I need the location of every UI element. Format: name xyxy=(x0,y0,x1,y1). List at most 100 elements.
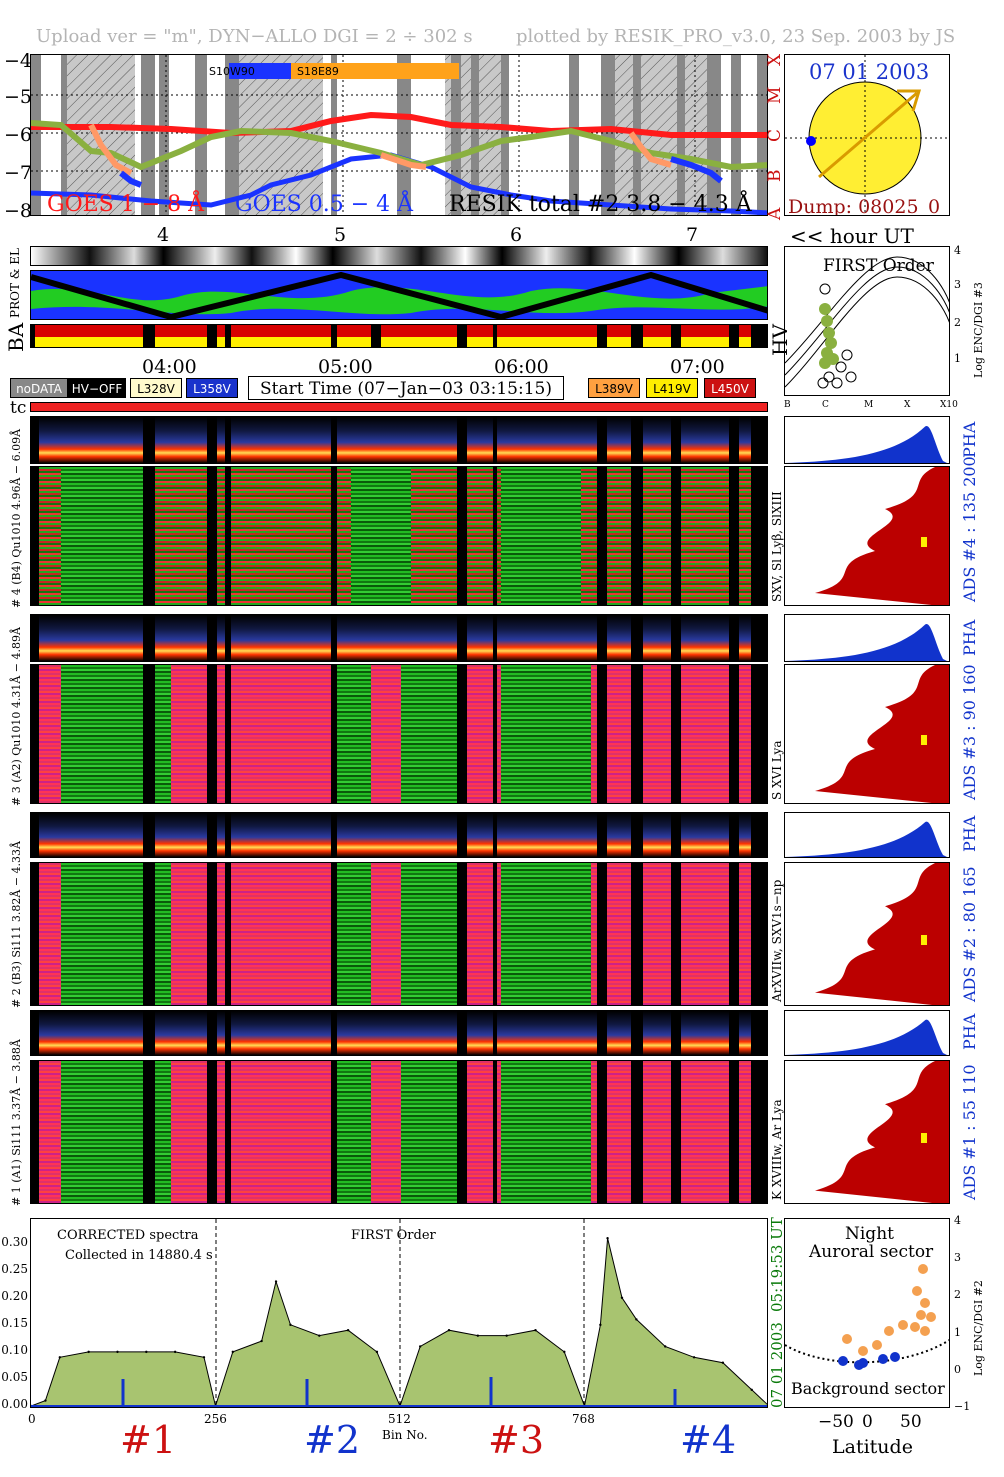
sun-plot: 07 01 2003 Dump: 08025_0 xyxy=(785,55,949,216)
spectrum-point xyxy=(346,1329,350,1332)
legend-l389v: L389V xyxy=(588,378,640,398)
pha-histogram xyxy=(784,1010,950,1056)
prot-plot xyxy=(31,271,767,319)
hour-tick-4: 4 xyxy=(157,224,170,246)
legend-l450v: L450V xyxy=(704,378,756,398)
spectrum-point xyxy=(750,1388,753,1391)
hour-tick-7: 7 xyxy=(686,224,699,246)
spectrum-point xyxy=(476,1334,480,1337)
lat-title-1: Night xyxy=(845,1224,894,1244)
legend-l358v: L358V xyxy=(186,378,238,398)
lat-ytick: 1 xyxy=(954,1325,961,1339)
spectrum-point xyxy=(635,1318,638,1321)
pha-strip xyxy=(30,416,768,464)
prot-panel xyxy=(30,270,768,320)
time-tick-0600: 06:00 xyxy=(494,356,549,378)
spectrum-point xyxy=(418,1345,422,1348)
spectrum-panel: CORRECTED spectra Collected in 14880.4 s… xyxy=(30,1218,768,1408)
prot-label: PROT & EL xyxy=(8,248,22,318)
ba-hv-strip xyxy=(30,324,768,348)
goes-legend-1: GOES 1 − 8 Å xyxy=(47,189,205,216)
header-right: plotted by RESIK_PRO_v3.0, 23 Sep. 2003 … xyxy=(516,26,956,47)
lat-xlabel: Latitude xyxy=(832,1436,913,1458)
spectrogram xyxy=(30,664,768,804)
fo-ytick-3: 3 xyxy=(954,278,961,291)
channel-pha-label: # 2 (B3) Si111 3.82Å − 4.33Å xyxy=(10,841,23,1008)
spectrum-plot: CORRECTED spectra Collected in 14880.4 s… xyxy=(31,1219,767,1407)
lat-ytick: 3 xyxy=(954,1251,961,1265)
spec-ytick: 0.25 xyxy=(1,1261,28,1276)
spec-xtick-256: 256 xyxy=(204,1412,227,1426)
fo-ytick-1: 1 xyxy=(954,352,961,365)
hour-axis-label: << hour UT xyxy=(790,224,914,248)
time-tick-0700: 07:00 xyxy=(670,356,725,378)
ar-label-1: S10W90 xyxy=(209,65,255,78)
pha-label: PHA xyxy=(960,1013,979,1050)
spectrum-point xyxy=(447,1329,451,1332)
ads-label: ADS #1 : 55 110 xyxy=(960,1064,979,1200)
first-order-panel: FIRST Order xyxy=(784,246,950,396)
sun-panel: 07 01 2003 Dump: 08025_0 xyxy=(784,54,950,216)
spectrum-point xyxy=(58,1356,62,1359)
spectrogram xyxy=(30,466,768,606)
fo-xtick-m: M xyxy=(864,400,874,410)
spectrum-point xyxy=(202,1356,206,1359)
time-tick-0400: 04:00 xyxy=(142,356,197,378)
tc-label: tc xyxy=(10,398,27,418)
lat-ytick: −1 xyxy=(954,1400,971,1413)
class-m: M xyxy=(765,86,785,104)
pha-label: PHA xyxy=(960,815,979,852)
spectrum-point xyxy=(318,1334,321,1337)
ads-histogram xyxy=(784,1060,950,1204)
ba-label: BA xyxy=(4,322,28,352)
spec-xlabel: Bin No. xyxy=(382,1428,428,1442)
channel-side-label: S XVI Lya xyxy=(770,740,784,801)
sun-dump: Dump: 08025_0 xyxy=(788,196,940,216)
spectrum-point xyxy=(721,1361,725,1364)
lat-xtick-0: 0 xyxy=(862,1412,873,1432)
fo-xtick-c: C xyxy=(822,400,829,410)
lat-ytick: 4 xyxy=(954,1214,961,1227)
pha-histogram xyxy=(784,416,950,464)
tc-strip xyxy=(30,402,768,412)
pha-strip xyxy=(30,614,768,662)
pha-strip xyxy=(30,812,768,858)
pha-label: PHA xyxy=(960,619,979,656)
spectrum-point xyxy=(87,1350,90,1354)
spectrum-point xyxy=(599,1323,602,1327)
channel-label-4: #4 xyxy=(680,1418,737,1462)
ads-histogram xyxy=(784,466,950,606)
spec-xtick-512: 512 xyxy=(388,1412,411,1426)
spectrum-point xyxy=(289,1323,292,1327)
spectrum-point xyxy=(44,1399,47,1402)
spectrum-point xyxy=(505,1334,508,1337)
goes-plot: GOES 1 − 8 Å GOES 0.5 − 4 Å RESIK total … xyxy=(31,55,767,216)
fo-xtick-x10: X10 xyxy=(940,400,958,410)
channel-side-label: K XVIIIw, Ar Lya xyxy=(770,1099,784,1200)
fo-xtick-x: X xyxy=(904,400,911,410)
spectrum-point xyxy=(692,1356,696,1359)
class-x: X xyxy=(765,53,785,66)
spectrum-point xyxy=(260,1339,263,1343)
channel-side-label: SXV, Sl Lyβ, SlXIII xyxy=(770,491,784,602)
ads-histogram xyxy=(784,664,950,804)
fo-ytick-4: 4 xyxy=(954,244,961,257)
ar-label-2: S18E89 xyxy=(297,65,339,78)
goes-ytick-5: −8 xyxy=(4,200,33,222)
time-tick-0500: 05:00 xyxy=(318,356,373,378)
fo-ytick-2: 2 xyxy=(954,316,961,329)
spectrum-point xyxy=(231,1350,234,1354)
lat-bottom: Background sector xyxy=(791,1379,945,1398)
spec-ytick: 0.00 xyxy=(1,1397,28,1411)
first-order-plot: FIRST Order xyxy=(785,256,949,389)
header-left: Upload ver = "m", DYN−ALLO DGI = 2 ÷ 302… xyxy=(36,26,473,47)
goes-legend-2: GOES 0.5 − 4 Å xyxy=(235,189,414,216)
legend-l419v: L419V xyxy=(646,378,698,398)
channel-side-label: ArXVIIw, SXV1s−np xyxy=(770,879,784,1002)
goes-ytick-1: −4 xyxy=(4,50,33,72)
spectrum-title-2: Collected in 14880.4 s xyxy=(65,1248,213,1263)
grey-strip xyxy=(30,246,768,266)
spec-ytick: 0.05 xyxy=(1,1369,28,1384)
fo-ylabel: Log ENC/DGI #3 xyxy=(972,282,985,378)
sun-date: 07 01 2003 xyxy=(809,60,929,84)
